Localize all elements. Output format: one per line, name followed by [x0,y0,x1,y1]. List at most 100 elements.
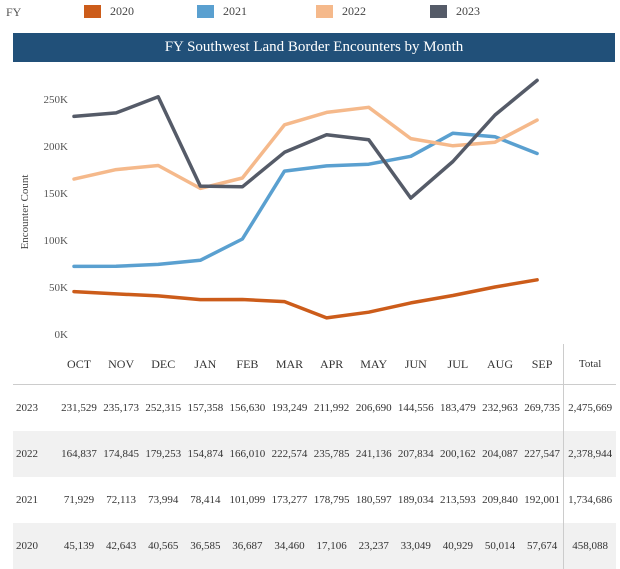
table-cell: 241,136 [353,431,395,477]
y-tick-label: 200K [44,141,69,153]
table-cell: 173,277 [268,477,310,523]
table-cell: 33,049 [395,523,437,569]
table-cell: 206,690 [353,385,395,432]
legend-item-2023[interactable]: 2023 [430,4,480,19]
table-cell: 71,929 [58,477,100,523]
legend-label-2022: 2022 [342,4,366,19]
table-cell: 36,585 [184,523,226,569]
row-total: 1,734,686 [564,477,617,523]
y-tick-label: 150K [44,188,69,200]
row-total: 2,378,944 [564,431,617,477]
series-line-2022[interactable] [74,107,537,188]
table-cell: 57,674 [521,523,564,569]
table-cell: 17,106 [311,523,353,569]
total-header: Total [564,344,617,385]
table-cell: 252,315 [142,385,184,432]
row-year: 2021 [13,477,58,523]
series-line-2021[interactable] [74,133,537,266]
series-line-2023[interactable] [74,80,537,198]
table-cell: 227,547 [521,431,564,477]
legend-label-2020: 2020 [110,4,134,19]
table-cell: 101,099 [226,477,268,523]
row-year: 2023 [13,385,58,432]
series-lines [74,80,537,318]
month-header: DEC [142,344,184,385]
legend: FY 2020 2021 2022 2023 [0,0,620,24]
legend-swatch-2022 [316,5,333,18]
month-header: OCT [58,344,100,385]
table-cell: 42,643 [100,523,142,569]
table-cell: 200,162 [437,431,479,477]
row-total: 2,475,669 [564,385,617,432]
table-cell: 144,556 [395,385,437,432]
table-cell: 235,173 [100,385,142,432]
row-year: 2020 [13,523,58,569]
table-cell: 211,992 [311,385,353,432]
month-header: MAR [268,344,310,385]
legend-swatch-2021 [197,5,214,18]
table-cell: 178,795 [311,477,353,523]
month-header: MAY [353,344,395,385]
table-cell: 164,837 [58,431,100,477]
row-total: 458,088 [564,523,617,569]
table-cell: 50,014 [479,523,521,569]
table-cell: 222,574 [268,431,310,477]
table-cell: 174,845 [100,431,142,477]
y-tick-label: 50K [49,282,68,294]
y-tick-label: 250K [44,94,69,106]
table-cell: 207,834 [395,431,437,477]
table-cell: 213,593 [437,477,479,523]
table-cell: 166,010 [226,431,268,477]
table-cell: 72,113 [100,477,142,523]
table-cell: 45,139 [58,523,100,569]
month-header: JAN [184,344,226,385]
table-cell: 269,735 [521,385,564,432]
month-header: APR [311,344,353,385]
legend-title: FY [6,5,21,20]
table-corner [13,344,58,385]
legend-item-2021[interactable]: 2021 [197,4,247,19]
legend-label-2021: 2021 [223,4,247,19]
chart-title: FY Southwest Land Border Encounters by M… [13,33,615,62]
legend-swatch-2020 [84,5,101,18]
y-axis-label: Encounter Count [19,175,31,250]
table-cell: 209,840 [479,477,521,523]
table-cell: 40,929 [437,523,479,569]
table-cell: 40,565 [142,523,184,569]
month-header: JUN [395,344,437,385]
table-cell: 204,087 [479,431,521,477]
table-cell: 157,358 [184,385,226,432]
table-cell: 231,529 [58,385,100,432]
month-header: AUG [479,344,521,385]
table-cell: 180,597 [353,477,395,523]
legend-swatch-2023 [430,5,447,18]
table-cell: 78,414 [184,477,226,523]
table-cell: 235,785 [311,431,353,477]
row-year: 2022 [13,431,58,477]
table-cell: 36,687 [226,523,268,569]
legend-item-2022[interactable]: 2022 [316,4,366,19]
table-cell: 232,963 [479,385,521,432]
table-cell: 34,460 [268,523,310,569]
table-cell: 183,479 [437,385,479,432]
table-cell: 154,874 [184,431,226,477]
legend-item-2020[interactable]: 2020 [84,4,134,19]
series-line-2020[interactable] [74,280,537,318]
y-tick-label: 100K [44,235,69,247]
table-cell: 179,253 [142,431,184,477]
table-cell: 73,994 [142,477,184,523]
table-cell: 193,249 [268,385,310,432]
legend-label-2023: 2023 [456,4,480,19]
table-cell: 23,237 [353,523,395,569]
month-header: NOV [100,344,142,385]
month-header: FEB [226,344,268,385]
month-header: JUL [437,344,479,385]
